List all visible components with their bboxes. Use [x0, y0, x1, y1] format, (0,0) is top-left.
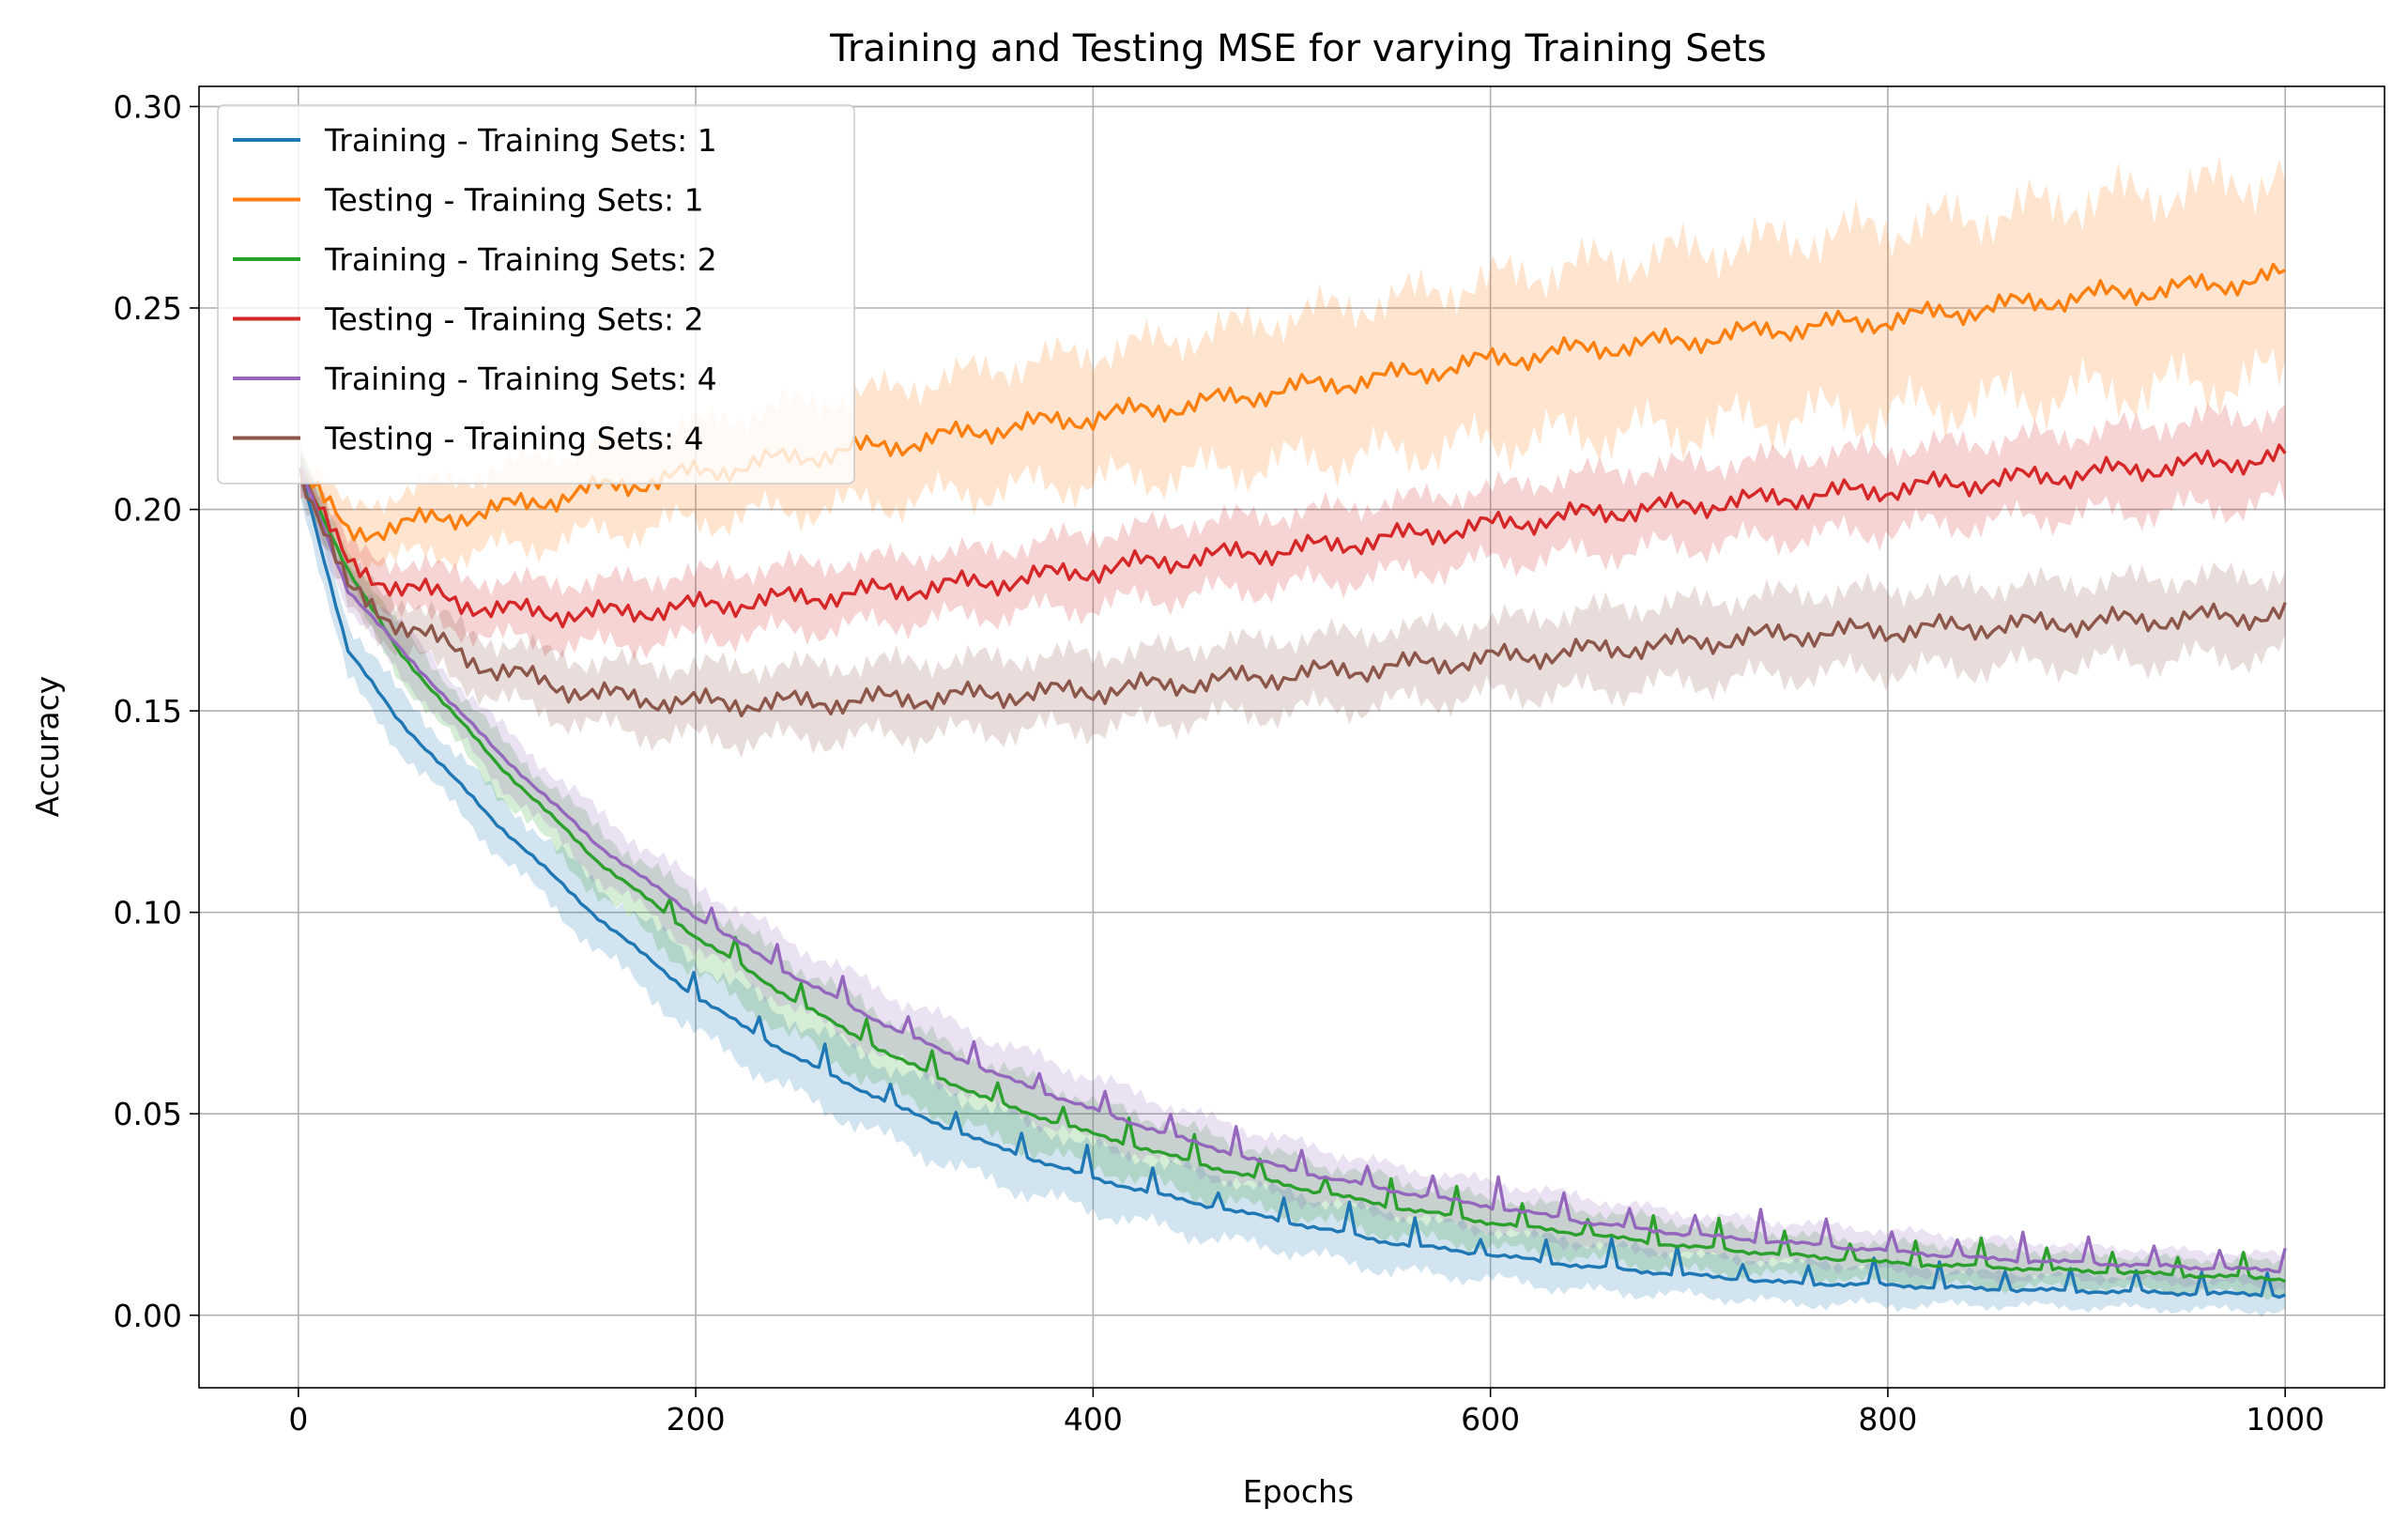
legend-label: Training - Training Sets: 4 — [324, 361, 717, 397]
series-line — [299, 443, 2287, 629]
chart-title: Training and Testing MSE for varying Tra… — [829, 27, 1766, 70]
x-tick-label: 0 — [288, 1401, 308, 1438]
series-lines — [299, 262, 2287, 1300]
legend-label: Training - Training Sets: 1 — [324, 122, 717, 159]
x-axis-label: Epochs — [1243, 1473, 1354, 1510]
legend-label: Testing - Training Sets: 2 — [324, 301, 704, 338]
x-tick-label: 400 — [1064, 1401, 1123, 1438]
y-tick-label: 0.15 — [114, 693, 182, 730]
legend: Training - Training Sets: 1 Testing - Tra… — [217, 104, 855, 484]
y-axis-label: Accuracy — [29, 676, 66, 818]
y-tick-label: 0.00 — [114, 1298, 182, 1334]
series-line — [299, 467, 2287, 1274]
x-tick-label: 200 — [667, 1401, 726, 1438]
plot-frame — [198, 85, 2385, 1389]
series-line — [299, 262, 2286, 543]
x-tick-label: 1000 — [2246, 1401, 2324, 1438]
y-tick-label: 0.25 — [114, 290, 182, 327]
legend-label: Training - Training Sets: 2 — [324, 241, 717, 278]
y-tick-label: 0.05 — [114, 1096, 182, 1132]
series-band — [299, 451, 2286, 759]
series-line — [299, 469, 2287, 718]
y-tick-label: 0.30 — [114, 88, 182, 125]
series-line — [299, 467, 2286, 1300]
y-tick-label: 0.20 — [114, 492, 182, 529]
legend-label: Testing - Training Sets: 1 — [324, 182, 704, 219]
x-tick-label: 600 — [1461, 1401, 1520, 1438]
x-tick-label: 800 — [1858, 1401, 1917, 1438]
series-line — [299, 468, 2286, 1284]
axis-ticks: 0 200 400 600 800 1000 0.00 0.05 0.10 0.15 0.20 0.2… — [114, 88, 2325, 1438]
legend-label: Testing - Training Sets: 4 — [324, 421, 704, 457]
legend-box — [217, 104, 855, 484]
y-tick-label: 0.10 — [114, 895, 182, 931]
